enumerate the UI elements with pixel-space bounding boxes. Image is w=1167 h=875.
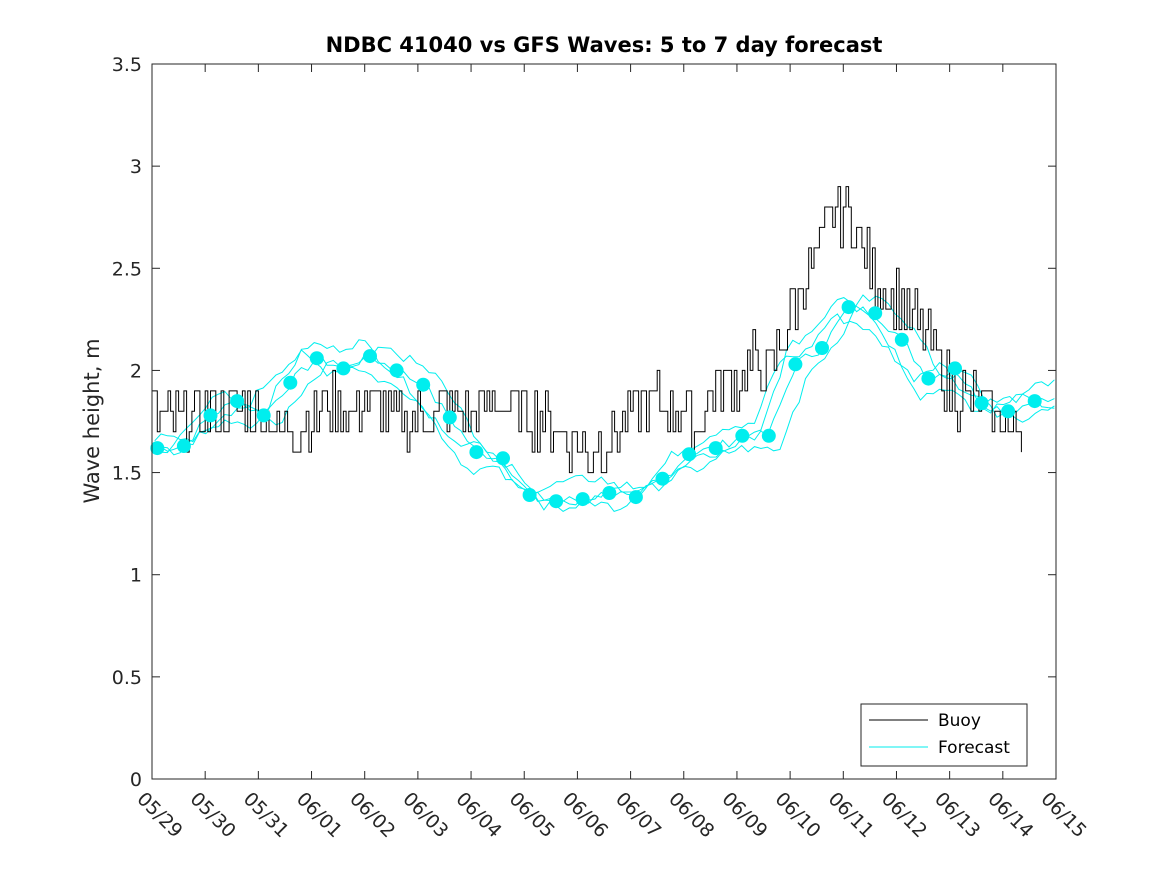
forecast-point — [948, 361, 962, 376]
x-tick-label: 06/11 — [824, 788, 878, 842]
forecast-point — [788, 357, 803, 372]
buoy-series-line — [152, 186, 1022, 474]
legend-label-buoy: Buoy — [938, 711, 981, 731]
y-tick-label: 0 — [130, 769, 142, 791]
forecast-point — [815, 341, 829, 355]
plot-area — [150, 186, 1055, 513]
x-tick-label: 05/31 — [239, 788, 293, 842]
y-tick-label: 1 — [130, 565, 142, 587]
forecast-point — [549, 494, 564, 509]
y-tick-label: 2 — [130, 360, 142, 382]
x-tick-label: 06/15 — [1036, 788, 1090, 842]
y-axis: 0 0.5 1 1.5 2 2.5 3 3.5 — [112, 54, 1056, 791]
forecast-point — [868, 306, 883, 321]
chart-title: NDBC 41040 vs GFS Waves: 5 to 7 day fore… — [326, 33, 883, 57]
forecast-point — [974, 396, 989, 411]
x-tick-label: 06/10 — [771, 788, 825, 842]
forecast-point — [921, 371, 936, 386]
forecast-point — [894, 332, 909, 347]
forecast-point — [203, 408, 218, 423]
legend-label-forecast: Forecast — [938, 738, 1010, 758]
x-tick-label: 06/03 — [398, 788, 452, 842]
x-tick-label: 06/14 — [983, 788, 1037, 842]
x-tick-label: 06/02 — [345, 788, 399, 842]
x-tick-label: 06/13 — [930, 788, 984, 842]
forecast-point — [416, 377, 431, 392]
forecast-point — [602, 486, 617, 500]
forecast-point — [655, 471, 670, 486]
forecast-line — [154, 313, 1055, 512]
forecast-point — [496, 451, 510, 466]
forecast-point — [150, 441, 165, 456]
x-tick-label: 06/04 — [452, 788, 506, 842]
forecast-point — [1027, 394, 1042, 409]
forecast-point — [522, 488, 537, 502]
y-tick-label: 3.5 — [112, 54, 142, 76]
forecast-point — [230, 394, 245, 409]
forecast-line — [154, 302, 1055, 502]
forecast-point — [628, 490, 643, 505]
x-tick-label: 05/30 — [186, 788, 240, 842]
x-tick-label: 06/09 — [717, 788, 771, 842]
y-tick-label: 1.5 — [112, 463, 142, 485]
forecast-line — [154, 294, 1055, 513]
x-tick-label: 06/05 — [505, 788, 559, 842]
forecast-point — [336, 361, 351, 376]
y-tick-label: 2.5 — [112, 258, 142, 280]
x-tick-label: 06/01 — [292, 788, 346, 842]
y-axis-label: Wave height, m — [80, 338, 104, 503]
x-tick-label: 06/07 — [611, 788, 665, 842]
x-tick-label: 06/12 — [877, 788, 931, 842]
forecast-point — [1001, 404, 1016, 419]
forecast-point — [708, 441, 723, 456]
axes-box — [151, 63, 1057, 780]
y-tick-label: 3 — [130, 156, 142, 178]
forecast-point — [283, 375, 298, 390]
forecast-point — [841, 300, 856, 315]
forecast-point — [176, 439, 191, 453]
y-tick-label: 0.5 — [112, 667, 142, 689]
forecast-point — [442, 410, 457, 425]
forecast-point — [389, 363, 404, 378]
forecast-line — [154, 297, 1055, 496]
forecast-point — [363, 349, 377, 364]
forecast-point — [735, 428, 750, 443]
x-tick-label: 05/29 — [132, 788, 186, 842]
legend-box — [860, 703, 1028, 767]
forecast-point — [761, 428, 776, 443]
x-tick-label: 06/08 — [664, 788, 718, 842]
forecast-point — [469, 445, 484, 460]
x-tick-label: 06/06 — [558, 788, 612, 842]
legend: Buoy Forecast — [860, 703, 1028, 767]
forecast-point — [256, 408, 271, 423]
forecast-point — [575, 492, 590, 507]
forecast-point — [309, 351, 324, 366]
forecast-point — [682, 447, 697, 462]
